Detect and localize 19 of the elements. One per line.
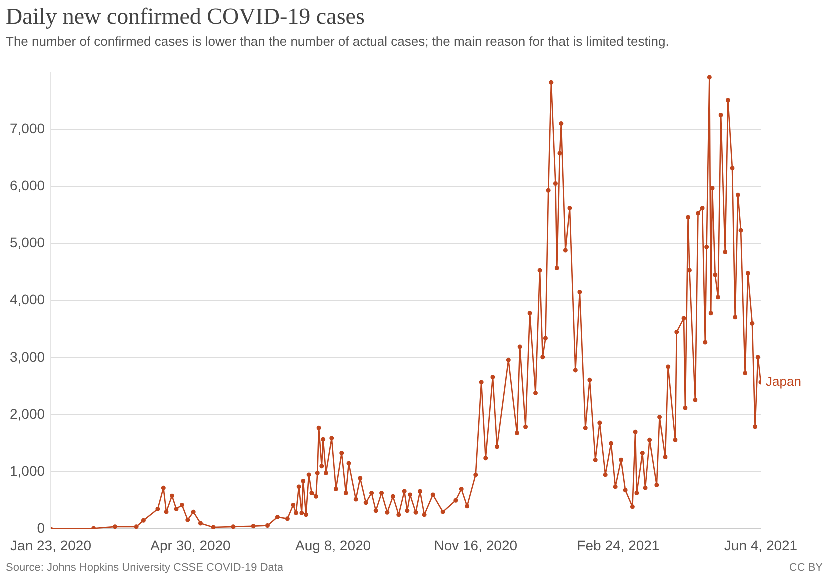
y-tick-label: 1,000 [10, 462, 46, 479]
y-tick-label: 3,000 [10, 348, 46, 365]
chart-subtitle: The number of confirmed cases is lower than the number of actual cases; the main reason for that is limited testing. [6, 34, 670, 49]
x-tick-label: Jun 4, 2021 [724, 537, 798, 554]
y-tick-label: 4,000 [10, 292, 46, 308]
chart-title: Daily new confirmed COVID-19 cases [6, 4, 365, 30]
x-tick-label: Jan 23, 2020 [10, 537, 92, 554]
y-tick-label: 6,000 [10, 177, 46, 194]
series-label: Japan [766, 374, 802, 390]
x-tick-label: Feb 24, 2021 [577, 537, 660, 554]
y-tick-label: 5,000 [10, 234, 46, 251]
text: CC BY [789, 562, 823, 574]
x-tick-label: Aug 8, 2020 [296, 537, 372, 554]
y-tick-label: 2,000 [10, 406, 46, 422]
x-tick-label: Apr 30, 2020 [150, 537, 232, 554]
y-tick-label: 7,000 [10, 120, 46, 136]
source-note: Source: Johns Hopkins University CSSE COVID-19 Data [6, 562, 284, 574]
y-tick-label: 0 [37, 520, 46, 536]
x-tick-label: Nov 16, 2020 [434, 537, 518, 554]
